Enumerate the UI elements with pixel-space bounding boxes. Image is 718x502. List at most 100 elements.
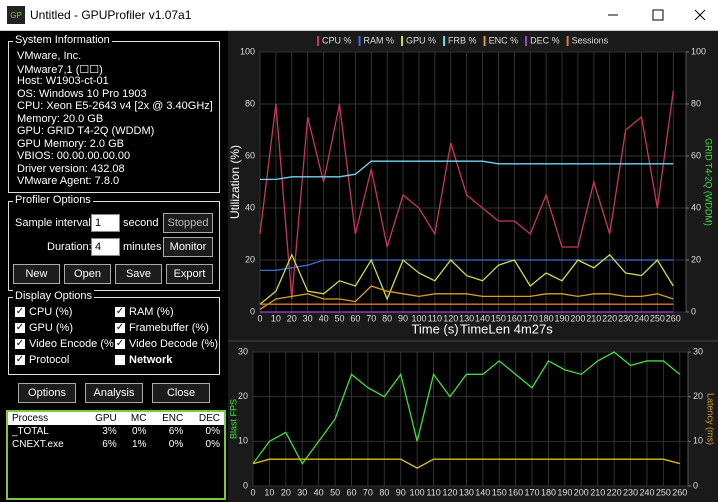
series-line — [259, 90, 674, 300]
label: Duration: — [47, 241, 92, 253]
checkbox-box — [115, 355, 125, 366]
x-tick-label: 240 — [634, 313, 649, 323]
y2-tick-label: 20 — [693, 391, 703, 401]
info-line: CPU: Xeon E5-2643 v4 [2x @ 3.40GHz] — [17, 100, 213, 112]
monitor-button[interactable]: Monitor — [163, 237, 213, 257]
system-info-group: System Information VMware, Inc. VMware7,1… — [8, 34, 220, 193]
stopped-button[interactable]: Stopped — [163, 213, 213, 233]
checkbox-box: ✓ — [115, 338, 125, 350]
checkbox-box: ✓ — [15, 306, 25, 318]
left-panel: System Information VMware, Inc. VMware7,1… — [0, 31, 228, 502]
x-tick-label: 240 — [639, 487, 654, 497]
checkbox-box: ✓ — [15, 322, 25, 334]
table-cell: 0% — [205, 426, 220, 437]
x-tick-label: 120 — [442, 487, 457, 497]
checkbox-label: Protocol — [29, 354, 70, 366]
column-header: Process — [8, 412, 84, 425]
action-button[interactable]: New — [13, 264, 60, 284]
checkbox[interactable]: ✓ Video Decode (%) — [115, 338, 218, 350]
x-tick-label: 260 — [666, 313, 681, 323]
legend-label: CPU % — [322, 35, 352, 45]
checkbox[interactable]: Network — [115, 354, 172, 366]
x-tick-label: 30 — [297, 487, 307, 497]
label: second — [123, 217, 159, 229]
x-tick-label: 250 — [656, 487, 671, 497]
table-row[interactable]: _TOTAL 3% 0% 6% 0% — [8, 425, 224, 438]
duration-input[interactable]: 4 — [91, 238, 120, 256]
checkbox[interactable]: ✓ Framebuffer (%) — [115, 322, 209, 334]
action-button[interactable]: Export — [166, 264, 213, 284]
x-tick-label: 80 — [379, 487, 389, 497]
x-tick-label: 70 — [363, 487, 373, 497]
table-cell: 3% — [102, 426, 117, 437]
group-title: System Information — [13, 34, 112, 46]
y-tick-label: 100 — [240, 46, 255, 56]
series-line — [260, 160, 674, 181]
y-tick-label: 0 — [250, 306, 255, 316]
checkbox[interactable]: ✓ CPU (%) — [15, 306, 72, 318]
y2-tick-label: 0 — [693, 480, 698, 490]
checkbox[interactable]: ✓ Video Encode (% — [15, 338, 114, 350]
action-button[interactable]: Save — [115, 264, 162, 284]
info-line: Memory: 20.0 GB — [17, 112, 104, 125]
checkbox-label: CPU (%) — [29, 306, 73, 318]
bottom-button[interactable]: Options — [18, 383, 76, 403]
sample-interval-input[interactable]: 1 — [91, 214, 120, 232]
y-axis-label: Blast FPS — [228, 399, 238, 439]
x-tick-label: 10 — [264, 487, 274, 497]
table-cell: _TOTAL — [12, 426, 49, 437]
y-tick-label: 60 — [245, 150, 255, 160]
bottom-button[interactable]: Close — [152, 383, 210, 403]
legend-label: Sessions — [572, 35, 609, 45]
label: Sample interval: — [15, 217, 94, 229]
legend-label: RAM % — [364, 35, 395, 45]
info-line: Host: W1903-ct-01 — [17, 75, 109, 87]
series-line — [252, 458, 680, 469]
x-tick-label: 220 — [607, 487, 622, 497]
group-title: Display Options — [13, 290, 95, 302]
group-title: Profiler Options — [13, 194, 93, 206]
x-tick-label: 40 — [319, 313, 329, 323]
x-tick-label: 10 — [271, 313, 281, 323]
column-header: DEC — [187, 412, 224, 425]
series-line — [260, 259, 674, 272]
window-title: Untitled - GPUProfiler v1.07a1 — [30, 8, 192, 22]
x-tick-label: 180 — [539, 313, 554, 323]
x-tick-label: 160 — [507, 313, 522, 323]
table-cell: 0% — [168, 439, 184, 450]
y-tick-label: 20 — [245, 254, 255, 264]
x-tick-label: 220 — [602, 313, 617, 323]
legend-label: GPU % — [406, 35, 436, 45]
checkbox[interactable]: ✓ Protocol — [15, 354, 69, 366]
checkbox[interactable]: ✓ RAM (%) — [115, 306, 174, 318]
table-cell: 6% — [168, 426, 184, 437]
x-tick-label: 20 — [287, 313, 297, 323]
x-tick-label: 150 — [492, 487, 507, 497]
y2-tick-label: 20 — [691, 254, 701, 264]
y2-tick-label: 0 — [691, 306, 696, 316]
y2-tick-label: 80 — [691, 98, 701, 108]
x-tick-label: 130 — [459, 313, 474, 323]
y2-tick-label: 40 — [691, 202, 701, 212]
x-tick-label: 70 — [366, 313, 376, 323]
x-tick-label: 260 — [672, 487, 687, 497]
display-options-group: Display Options ✓ CPU (%) ✓ RAM (%) ✓ GPU (%)… — [8, 290, 220, 375]
y-axis-label: Utilization (%) — [228, 145, 242, 219]
x-tick-label: 210 — [590, 487, 605, 497]
y2-tick-label: 10 — [693, 436, 703, 446]
window-controls[interactable] — [598, 0, 718, 30]
checkbox[interactable]: ✓ GPU (%) — [15, 322, 73, 334]
x-tick-label: 170 — [525, 487, 540, 497]
table-row[interactable]: CNEXT.exe 6% 1% 0% 0% — [8, 438, 224, 451]
action-button[interactable]: Open — [64, 264, 111, 284]
x-tick-label: 50 — [334, 313, 344, 323]
x-tick-label: 110 — [426, 487, 440, 497]
x-tick-label: 140 — [475, 313, 490, 323]
bottom-button[interactable]: Analysis — [85, 383, 143, 403]
checkbox-label: RAM (%) — [129, 306, 174, 318]
x-tick-label: 170 — [523, 313, 538, 323]
x-tick-label: 90 — [396, 487, 406, 497]
checkbox-label: Video Decode (%) — [129, 338, 219, 350]
x-tick-label: 50 — [330, 487, 340, 497]
